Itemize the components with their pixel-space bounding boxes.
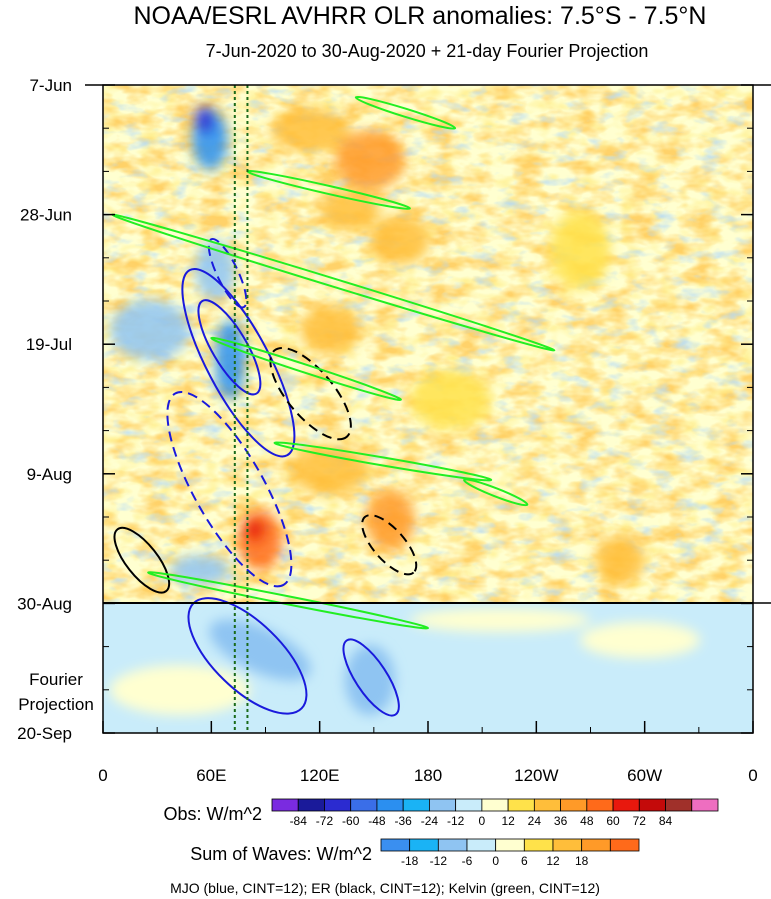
colorbar-swatch: [297, 798, 325, 812]
colorbar-level-label: 12: [546, 854, 560, 868]
colorbar-level-label: -72: [316, 814, 334, 828]
colorbar-level-label: -12: [447, 814, 465, 828]
colorbar-swatch: [409, 838, 439, 852]
legend-footer: MJO (blue, CINT=12); ER (black, CINT=12)…: [170, 880, 600, 896]
projection-label-line2: Projection: [18, 695, 94, 714]
colorbar-swatch: [429, 798, 457, 812]
x-tick-label: 0: [748, 766, 757, 785]
er-contour: [361, 514, 418, 576]
colorbar-level-label: -84: [290, 814, 308, 828]
colorbar-level-label: 0: [479, 814, 486, 828]
colorbar-swatch: [612, 798, 640, 812]
kelvin-contour: [273, 441, 493, 482]
colorbar-swatch: [523, 838, 554, 852]
mjo-contour: [197, 299, 262, 396]
kelvin-contour: [210, 336, 402, 401]
colorbar-swatch: [533, 798, 561, 812]
kelvin-contour: [463, 478, 529, 507]
x-tick-label: 120W: [514, 766, 558, 785]
colorbar-swatch: [324, 798, 352, 812]
kelvin-contour: [354, 95, 457, 130]
olr-anomaly-field: [103, 85, 753, 733]
colorbar-level-label: 6: [521, 854, 528, 868]
colorbar-level-label: 60: [606, 814, 620, 828]
colorbar-swatch: [638, 798, 666, 812]
colorbar-swatch: [376, 798, 404, 812]
colorbar-swatch: [586, 798, 614, 812]
er-contour: [269, 346, 352, 441]
colorbar-swatch: [665, 798, 693, 812]
colorbar-swatch: [609, 838, 640, 852]
colorbar-level-label: -36: [395, 814, 413, 828]
x-tick-label: 180: [414, 766, 442, 785]
x-tick-label: 60E: [196, 766, 226, 785]
chart-title: NOAA/ESRL AVHRR OLR anomalies: 7.5°S - 7…: [134, 2, 707, 30]
colorbar-swatch: [560, 798, 588, 812]
colorbar-level-label: 24: [528, 814, 542, 828]
colorbar-level-label: -6: [462, 854, 473, 868]
colorbar-level-label: -12: [430, 854, 448, 868]
x-axis: 0 60E 120E 180 120W 60W 0: [98, 721, 758, 785]
waves-colorbar: -18 -12 -6 0 6 12 18: [380, 838, 640, 868]
colorbar-level-label: -48: [368, 814, 386, 828]
waves-colorbar-label: Sum of Waves: W/m^2: [190, 844, 372, 864]
mjo-contour: [181, 268, 296, 458]
colorbar-level-label: 84: [659, 814, 673, 828]
colorbar-swatch: [552, 838, 583, 852]
y-axis: 7-Jun 28-Jun 19-Jul 9-Aug 30-Aug 20-Sep: [17, 76, 753, 743]
colorbar-level-label: 12: [501, 814, 515, 828]
colorbar-level-label: 0: [492, 854, 499, 868]
colorbar-swatch: [380, 838, 411, 852]
mjo-contour: [342, 638, 400, 717]
colorbar-swatch: [437, 838, 468, 852]
y-tick-label: 9-Aug: [27, 465, 72, 484]
er-contour: [113, 526, 171, 594]
colorbar-level-label: 48: [580, 814, 594, 828]
colorbar-level-label: -18: [401, 854, 419, 868]
colorbar-swatch: [402, 798, 430, 812]
y-tick-label: 7-Jun: [29, 76, 72, 95]
colorbar-level-label: -60: [342, 814, 360, 828]
colorbar-swatch: [466, 838, 497, 852]
mjo-contour: [166, 391, 293, 588]
y-tick-label: 30-Aug: [17, 594, 72, 613]
colorbar-swatch: [495, 838, 525, 852]
colorbar-swatch: [271, 798, 299, 812]
x-tick-label: 120E: [300, 766, 340, 785]
colorbar-level-label: 36: [554, 814, 568, 828]
x-tick-label: 60W: [627, 766, 662, 785]
colorbar-level-label: 72: [633, 814, 647, 828]
chart-subtitle: 7-Jun-2020 to 30-Aug-2020 + 21-day Fouri…: [206, 41, 649, 61]
y-tick-label: 20-Sep: [17, 724, 72, 743]
colorbar-swatch: [507, 798, 535, 812]
kelvin-contour: [147, 571, 429, 630]
colorbar-swatch: [691, 798, 719, 812]
colorbar-swatch: [581, 838, 611, 852]
colorbar-level-label: 18: [575, 854, 589, 868]
x-tick-label: 0: [98, 766, 107, 785]
obs-colorbar: -84 -72 -60 -48 -36 -24 -12 0 12 24 36 48 60 72 84: [271, 798, 719, 828]
projection-label-line1: Fourier: [29, 670, 83, 689]
colorbar-level-label: -24: [421, 814, 439, 828]
y-tick-label: 28-Jun: [20, 206, 72, 225]
colorbar-swatch: [455, 798, 483, 812]
colorbar-swatch: [350, 798, 378, 812]
mjo-contour: [207, 237, 248, 309]
colorbar-swatch: [481, 798, 509, 812]
obs-colorbar-label: Obs: W/m^2: [164, 804, 262, 824]
y-tick-label: 19-Jul: [26, 335, 72, 354]
